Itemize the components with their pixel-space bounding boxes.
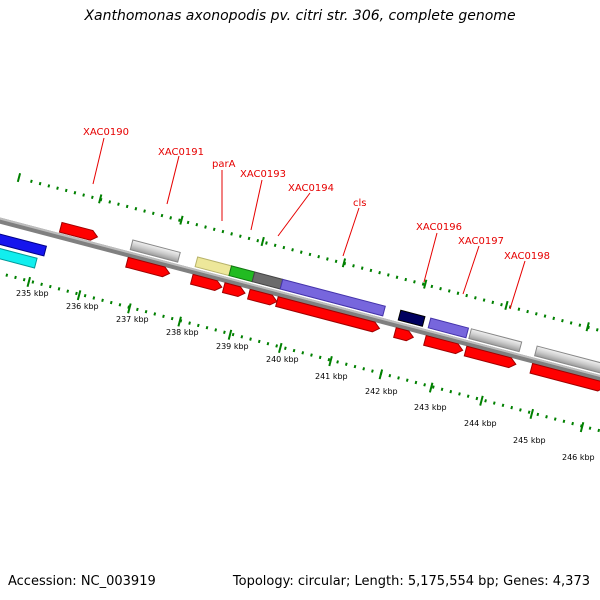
kbp-label: 244 kbp	[464, 419, 497, 428]
gene-label-xac0190: XAC0190	[83, 127, 129, 138]
gene-xac0198-gray[interactable]	[468, 328, 523, 353]
cds-row	[125, 256, 600, 392]
kbp-label: 246 kbp	[562, 453, 595, 462]
cds-6[interactable]	[393, 327, 415, 342]
kbp-label: 241 kbp	[315, 372, 348, 381]
gene-label-xac0198: XAC0198	[504, 251, 550, 262]
gene-blue[interactable]	[0, 224, 48, 257]
kbp-label: 236 kbp	[66, 302, 99, 311]
kbp-label: 235 kbp	[16, 289, 49, 298]
gene-label-para: parA	[212, 159, 236, 170]
gene-label-xac0193: XAC0193	[240, 169, 286, 180]
gene-xac0196-navy[interactable]	[397, 309, 426, 327]
gene-cls-purple[interactable]	[279, 278, 386, 317]
gene-label-xac0191: XAC0191	[158, 147, 204, 158]
gene-xac0197-purple[interactable]	[427, 317, 470, 339]
cds-8[interactable]	[463, 345, 517, 369]
gene-xac0190[interactable]	[58, 221, 99, 241]
inner-major-ticks	[26, 276, 585, 433]
kbp-label: 245 kbp	[513, 436, 546, 445]
forward-strand	[58, 221, 600, 375]
cds-2[interactable]	[189, 273, 224, 292]
gene-label-cls: cls	[353, 198, 367, 209]
cds-1[interactable]	[125, 256, 171, 278]
gene-cyan[interactable]	[0, 238, 38, 269]
callout-lines	[92, 137, 526, 310]
cds-7[interactable]	[423, 334, 464, 356]
gene-next-gray[interactable]	[534, 345, 600, 375]
map-title: Xanthomonas axonopodis pv. citri str. 30…	[84, 8, 516, 24]
outer-major-ticks	[16, 172, 590, 332]
kbp-scale-labels: 235 kbp 236 kbp 237 kbp 238 kbp 239 kbp …	[16, 289, 595, 462]
kbp-label: 238 kbp	[166, 328, 199, 337]
gene-xac0191-gray[interactable]	[129, 239, 181, 263]
cds-3[interactable]	[221, 282, 246, 298]
cds-4[interactable]	[246, 288, 279, 306]
kbp-label: 237 kbp	[116, 315, 149, 324]
gene-label-xac0197: XAC0197	[458, 236, 504, 247]
genome-summary-text: Topology: circular; Length: 5,175,554 bp…	[232, 574, 590, 589]
gene-labels: XAC0190 XAC0191 parA XAC0193 XAC0194 cls…	[83, 127, 550, 262]
kbp-label: 239 kbp	[216, 342, 249, 351]
accession-text: Accession: NC_003919	[8, 574, 156, 589]
gene-label-xac0194: XAC0194	[288, 183, 334, 194]
kbp-label: 242 kbp	[365, 387, 398, 396]
kbp-label: 240 kbp	[266, 355, 299, 364]
cds-5[interactable]	[275, 296, 381, 334]
cds-9[interactable]	[529, 362, 600, 392]
kbp-label: 243 kbp	[414, 403, 447, 412]
gene-label-xac0196: XAC0196	[416, 222, 462, 233]
